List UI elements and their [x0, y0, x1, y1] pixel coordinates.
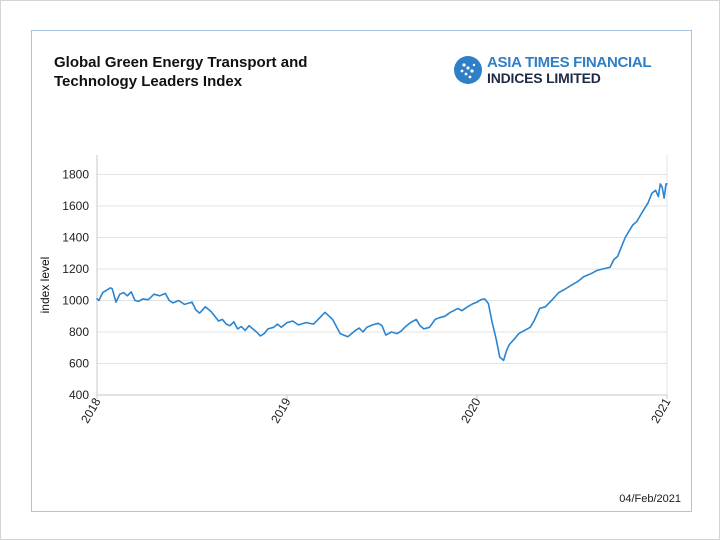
logo-text-line1: ASIA TIMES FINANCIAL	[487, 54, 652, 71]
chart-title-line2: Technology Leaders Index	[54, 73, 243, 90]
y-tick-label-1200: 1200	[62, 262, 89, 276]
x-tick-label-2020: 2020	[458, 395, 484, 425]
y-tick-label-1800: 1800	[62, 168, 89, 182]
logo-text-line2: INDICES LIMITED	[487, 70, 601, 86]
y-tick-label-1400: 1400	[62, 231, 89, 245]
x-tick-label-2019: 2019	[268, 395, 294, 425]
chart-title-line1: Global Green Energy Transport and	[54, 54, 308, 71]
y-axis-title: index level	[38, 257, 52, 314]
y-tick-label-600: 600	[69, 357, 89, 371]
y-tick-label-400: 400	[69, 388, 89, 402]
y-tick-label-1600: 1600	[62, 199, 89, 213]
y-tick-label-800: 800	[69, 325, 89, 339]
chart-card: Global Green Energy Transport and Techno…	[31, 30, 692, 512]
y-tick-label-1000: 1000	[62, 294, 89, 308]
date-stamp: 04/Feb/2021	[619, 493, 681, 505]
brand-logo: ASIA TIMES FINANCIAL INDICES LIMITED	[453, 53, 673, 89]
chart-title: Global Green Energy Transport and Techno…	[54, 53, 384, 91]
series-line-0	[96, 183, 668, 362]
asia-times-globe-icon	[454, 56, 482, 84]
x-tick-label-2021: 2021	[648, 395, 674, 425]
